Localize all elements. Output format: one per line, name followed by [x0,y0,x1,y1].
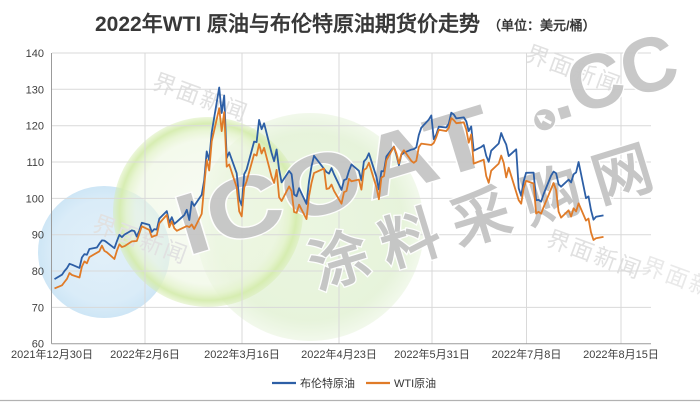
svg-text:90: 90 [32,230,44,242]
svg-text:60: 60 [32,339,44,351]
svg-text:2021年12月30日: 2021年12月30日 [11,347,93,361]
svg-text:100: 100 [26,193,44,205]
svg-text:WTI原油: WTI原油 [394,376,436,390]
svg-text:80: 80 [32,266,44,278]
svg-text:（单位：美元/桶）: （单位：美元/桶） [488,18,596,33]
svg-text:130: 130 [26,84,44,96]
svg-text:2022年4月23日: 2022年4月23日 [301,347,377,361]
svg-text:2022年2月6日: 2022年2月6日 [110,347,180,361]
svg-text:70: 70 [32,302,44,314]
svg-text:2022年7月8日: 2022年7月8日 [492,347,562,361]
svg-text:2022年8月15日: 2022年8月15日 [583,347,659,361]
svg-text:2022年3月16日: 2022年3月16日 [204,347,280,361]
svg-text:2022年WTI 原油与布伦特原油期货价走势: 2022年WTI 原油与布伦特原油期货价走势 [95,12,480,36]
svg-text:110: 110 [26,157,44,169]
svg-text:140: 140 [26,48,44,60]
svg-text:2022年5月31日: 2022年5月31日 [394,347,470,361]
svg-text:布伦特原油: 布伦特原油 [300,376,355,390]
svg-text:120: 120 [26,121,44,133]
